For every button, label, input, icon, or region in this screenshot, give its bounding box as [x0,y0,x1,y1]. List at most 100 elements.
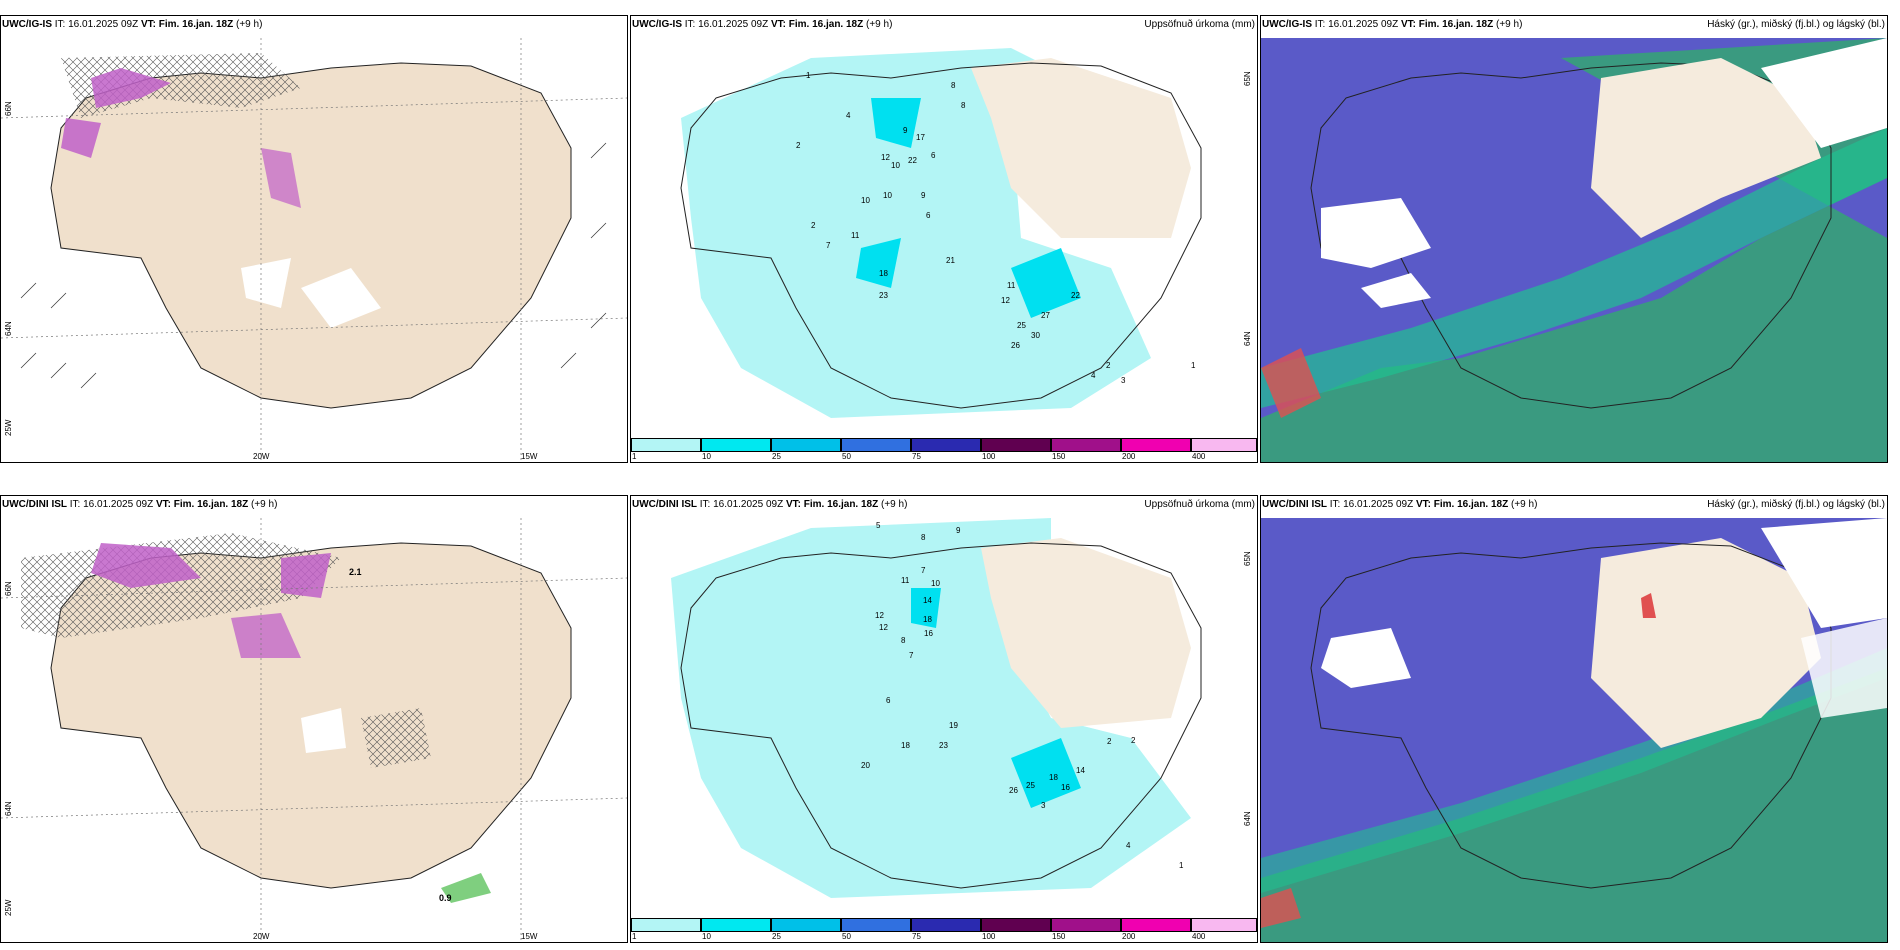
colorbar-cell-7 [1121,918,1191,932]
map-panel-wind-dini: UWC/DINI ISL IT: 16.01.2025 09Z VT: Fim.… [0,495,628,943]
colorbar-cell-5 [981,438,1051,452]
svg-text:2: 2 [811,221,816,230]
svg-text:12: 12 [1001,296,1010,305]
colorbar-tick: 25 [772,452,781,461]
colorbar-tick: 50 [842,932,851,941]
svg-text:8: 8 [961,101,966,110]
colorbar-cell-8 [1191,918,1257,932]
lat-label-65: 65N [1243,551,1252,566]
panel-title: UWC/IG-IS IT: 16.01.2025 09Z VT: Fim. 16… [2,19,263,30]
svg-text:8: 8 [951,81,956,90]
lat-label-65: 65N [1243,71,1252,86]
svg-text:18: 18 [879,269,888,278]
svg-text:6: 6 [926,211,931,220]
colorbar-cell-0 [631,438,701,452]
svg-text:3: 3 [1121,376,1126,385]
colorbar-cell-0 [631,918,701,932]
colorbar-tick: 150 [1052,452,1066,461]
colorbar-cell-5 [981,918,1051,932]
svg-text:25: 25 [1026,781,1035,790]
svg-text:26: 26 [1011,341,1020,350]
colorbar-tick: 200 [1122,452,1136,461]
svg-text:7: 7 [909,651,914,660]
wind-barbs [20,142,607,389]
svg-text:3: 3 [1041,801,1046,810]
colorbar-tick: 100 [982,932,996,941]
colorbar-cell-4 [911,918,981,932]
svg-text:12: 12 [881,153,890,162]
svg-text:14: 14 [1076,766,1085,775]
svg-text:30: 30 [1031,331,1040,340]
colorbar-tick: 1 [632,932,637,941]
colorbar-cell-7 [1121,438,1191,452]
colorbar-tick: 75 [912,452,921,461]
svg-text:22: 22 [1071,291,1080,300]
colorbar-tick: 200 [1122,932,1136,941]
colorbar-tick: 100 [982,452,996,461]
colorbar-tick: 10 [702,932,711,941]
colorbar-tick: 1 [632,452,637,461]
svg-text:27: 27 [1041,311,1050,320]
colorbar-cell-3 [841,918,911,932]
map-panel-wind-ig: UWC/IG-IS IT: 16.01.2025 09Z VT: Fim. 16… [0,15,628,463]
colorbar-cell-6 [1051,438,1121,452]
colorbar-cell-4 [911,438,981,452]
svg-text:6: 6 [886,696,891,705]
lat-label-66: 66N [4,101,13,116]
wind-map: 2.1 0.9 [1,518,627,942]
wind-map [1,38,627,462]
lon-label-15: 15W [521,452,538,461]
colorbar-cell-2 [771,918,841,932]
map-panel-cloud-ig: UWC/IG-IS IT: 16.01.2025 09Z VT: Fim. 16… [1260,15,1888,463]
colorbar-cell-2 [771,438,841,452]
map-panel-cloud-dini: UWC/DINI ISL IT: 16.01.2025 09Z VT: Fim.… [1260,495,1888,943]
panel-title: UWC/IG-IS IT: 16.01.2025 09Z VT: Fim. 16… [632,19,893,30]
svg-text:17: 17 [916,133,925,142]
svg-text:10: 10 [931,579,940,588]
svg-text:23: 23 [939,741,948,750]
svg-text:9: 9 [903,126,908,135]
wind-label: 0.9 [439,893,452,903]
lon-label-20: 20W [253,932,270,941]
panel-title: UWC/DINI ISL IT: 16.01.2025 09Z VT: Fim.… [1262,499,1538,510]
colorbar-cell-6 [1051,918,1121,932]
svg-text:10: 10 [883,191,892,200]
svg-text:26: 26 [1009,786,1018,795]
svg-text:11: 11 [851,231,860,240]
lat-label-64: 64N [4,321,13,336]
colorbar-tick: 50 [842,452,851,461]
svg-text:16: 16 [1061,783,1070,792]
svg-text:4: 4 [1126,841,1131,850]
svg-text:1: 1 [806,71,811,80]
svg-text:23: 23 [879,291,888,300]
lon-label-20: 20W [253,452,270,461]
lat-label-64: 64N [1243,331,1252,346]
lat-label-66: 66N [4,581,13,596]
precip-colorbar: 1 10 25 50 75 100 150 200 400 [631,916,1257,942]
svg-text:10: 10 [861,196,870,205]
map-panel-precip-dini: UWC/DINI ISL IT: 16.01.2025 09Z VT: Fim.… [630,495,1258,943]
svg-text:10: 10 [891,161,900,170]
svg-text:6: 6 [931,151,936,160]
precip-map: 5 8 9 7 11 10 14 18 16 12 12 8 7 6 18 23… [671,518,1202,898]
svg-text:12: 12 [875,611,884,620]
colorbar-tick: 400 [1192,452,1206,461]
colorbar-cell-8 [1191,438,1257,452]
svg-text:21: 21 [946,256,955,265]
panel-subtitle: Uppsöfnuð úrkoma (mm) [1144,19,1255,30]
svg-text:1: 1 [1191,361,1196,370]
svg-text:22: 22 [908,156,917,165]
svg-text:25: 25 [1017,321,1026,330]
svg-text:18: 18 [923,615,932,624]
cloud-map [1261,518,1887,942]
map-panel-precip-ig: UWC/IG-IS IT: 16.01.2025 09Z VT: Fim. 16… [630,15,1258,463]
svg-text:19: 19 [949,721,958,730]
precip-colorbar: 1 10 25 50 75 100 150 200 400 [631,436,1257,462]
colorbar-tick: 75 [912,932,921,941]
svg-text:9: 9 [956,526,961,535]
svg-text:2: 2 [1107,737,1112,746]
lat-label-64: 64N [1243,811,1252,826]
panel-subtitle: Uppsöfnuð úrkoma (mm) [1144,499,1255,510]
precip-values: 5 8 9 7 11 10 14 18 16 12 12 8 7 6 18 23… [861,521,1184,870]
svg-text:12: 12 [879,623,888,632]
